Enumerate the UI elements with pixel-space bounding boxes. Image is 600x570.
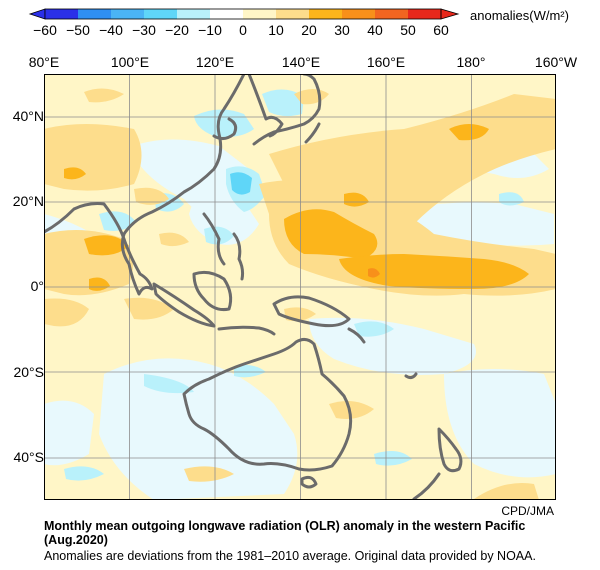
lon-label: 180° xyxy=(456,54,486,70)
caption-title: Monthly mean outgoing longwave radiation… xyxy=(44,519,526,547)
colorbar-tick: 60 xyxy=(433,22,449,38)
colorbar-tick: −60 xyxy=(33,22,57,38)
caption-note: Anomalies are deviations from the 1981–2… xyxy=(44,549,536,563)
colorbar-tick: 10 xyxy=(268,22,284,38)
lon-label: 120°E xyxy=(195,54,235,70)
colorbar-units: anomalies(W/m²) xyxy=(470,8,569,23)
colorbar-tick: 40 xyxy=(367,22,383,38)
lat-label: 0° xyxy=(30,278,44,294)
positive-anomaly-orange-regions xyxy=(64,124,529,291)
credit: CPD/JMA xyxy=(501,504,554,518)
colorbar-tick: 50 xyxy=(400,22,416,38)
colorbar-tick: −40 xyxy=(99,22,123,38)
colorbar-tick: 30 xyxy=(334,22,350,38)
colorbar-tick: 0 xyxy=(239,22,247,38)
coastlines xyxy=(44,74,463,500)
graticule xyxy=(44,74,556,500)
colorbar-tick: −30 xyxy=(132,22,156,38)
lon-label: 100°E xyxy=(110,54,150,70)
lat-label: 40°N xyxy=(12,108,44,124)
lon-label: 80°E xyxy=(28,54,60,70)
colorbar-left-arrow xyxy=(28,8,46,20)
lat-label: 20°S xyxy=(13,364,44,380)
colorbar-swatch xyxy=(177,9,210,19)
lon-label: 160°E xyxy=(366,54,406,70)
colorbar-swatch xyxy=(210,9,243,19)
lon-label: 160°W xyxy=(534,54,578,70)
lon-label: 140°E xyxy=(281,54,321,70)
colorbar-swatch xyxy=(45,9,78,19)
colorbar-tick: −20 xyxy=(165,22,189,38)
map-svg xyxy=(44,74,556,500)
colorbar-tick: −10 xyxy=(198,22,222,38)
colorbar-tick: 20 xyxy=(301,22,317,38)
colorbar-right-arrow xyxy=(440,8,460,20)
lat-label: 40°S xyxy=(13,449,44,465)
colorbar-tick: −50 xyxy=(66,22,90,38)
strong-positive-spot xyxy=(368,268,380,278)
colorbar-swatch xyxy=(375,9,408,19)
colorbar-swatch xyxy=(111,9,144,19)
map-frame xyxy=(44,74,556,500)
colorbar-swatch xyxy=(243,9,276,19)
olr-anomaly-map xyxy=(44,74,556,500)
colorbar-swatch xyxy=(408,9,441,19)
colorbar xyxy=(28,8,460,20)
colorbar-swatch xyxy=(78,9,111,19)
colorbar-swatch xyxy=(144,9,177,19)
colorbar-swatch xyxy=(309,9,342,19)
colorbar-swatch xyxy=(276,9,309,19)
colorbar-swatch xyxy=(342,9,375,19)
lat-label: 20°N xyxy=(12,193,44,209)
strong-negative-spot xyxy=(230,172,252,195)
